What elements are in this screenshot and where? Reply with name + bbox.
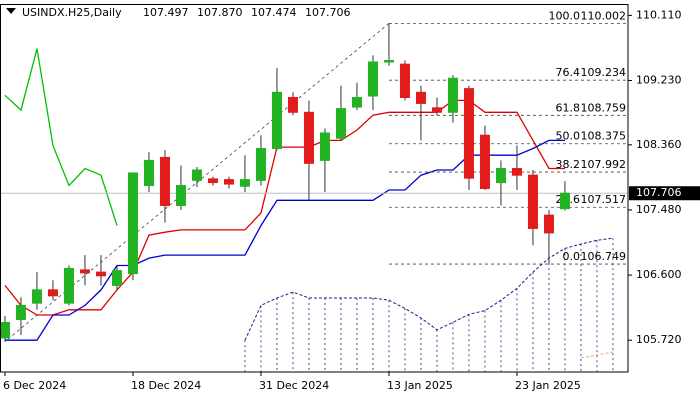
fibo-price-label: 107.992 — [581, 158, 627, 171]
menu-triangle[interactable] — [6, 8, 16, 14]
y-tick-label: 109.230 — [636, 73, 682, 86]
candle-body — [79, 269, 90, 274]
y-tick-label: 108.360 — [636, 138, 682, 151]
fibo-level-label: 100.0 — [549, 9, 581, 22]
indicator-line — [4, 48, 118, 226]
candle-body — [495, 168, 506, 184]
quote-value: 107.706 — [305, 6, 351, 19]
y-tick-label: 106.600 — [636, 268, 682, 281]
candle-body — [287, 96, 298, 113]
candle-body — [63, 267, 74, 304]
candle-body — [543, 214, 554, 234]
fibo-level-label: 76.4 — [556, 66, 581, 79]
candle-body — [0, 321, 10, 339]
x-tick-label: 13 Jan 2025 — [387, 379, 453, 392]
candle-body — [447, 77, 458, 113]
fibo-price-label: 108.375 — [581, 130, 627, 143]
candle-body — [559, 192, 570, 210]
candle-body — [511, 168, 522, 176]
fibo-price-label: 107.517 — [581, 193, 627, 206]
fibo-level-label: 61.8 — [556, 101, 581, 114]
quote-value: 107.497 — [143, 6, 189, 19]
candle-body — [367, 61, 378, 97]
candle-body — [31, 289, 42, 304]
candle-body — [319, 132, 330, 161]
candle-body — [303, 111, 314, 164]
x-tick-label: 31 Dec 2024 — [259, 379, 329, 392]
candle-body — [271, 91, 282, 150]
candle-body — [383, 59, 394, 63]
last-price-label: 107.706 — [636, 186, 682, 199]
x-tick-label: 18 Dec 2024 — [131, 379, 201, 392]
indicator-line — [580, 351, 614, 359]
fibo-price-label: 106.749 — [581, 250, 627, 263]
fibo-level-label: 50.0 — [556, 130, 581, 143]
candle-body — [351, 96, 362, 108]
chart-title: USINDX.H25,Daily — [22, 6, 122, 19]
candle-body — [207, 178, 218, 184]
candle-body — [255, 148, 266, 181]
fibo-price-label: 109.234 — [581, 66, 627, 79]
candle-body — [399, 63, 410, 98]
x-tick-label: 6 Dec 2024 — [3, 379, 66, 392]
candle-body — [111, 270, 122, 286]
y-tick-label: 110.110 — [636, 8, 682, 21]
candle-body — [415, 91, 426, 104]
candle-body — [47, 289, 58, 297]
candle-body — [143, 159, 154, 187]
last-price-box — [629, 186, 700, 201]
y-tick-label: 107.480 — [636, 203, 682, 216]
candle-body — [527, 174, 538, 229]
candle-body — [15, 304, 26, 320]
candle-body — [431, 107, 442, 113]
fibo-level-label: 38.2 — [556, 158, 581, 171]
candle-body — [159, 156, 170, 207]
quote-value: 107.870 — [197, 6, 243, 19]
fibo-price-label: 110.002 — [581, 9, 627, 22]
x-tick-label: 23 Jan 2025 — [515, 379, 581, 392]
y-tick-label: 105.720 — [636, 333, 682, 346]
indicator-line — [244, 237, 614, 341]
candle-body — [479, 134, 490, 189]
plot-frame — [0, 4, 629, 373]
candle-body — [95, 271, 106, 277]
fibo-level-label: 0.0 — [563, 250, 581, 263]
candle-body — [463, 88, 474, 179]
candle-body — [335, 108, 346, 139]
candle-body — [191, 169, 202, 181]
quote-value: 107.474 — [251, 6, 297, 19]
candle-body — [223, 179, 234, 185]
candle-body — [175, 185, 186, 207]
fibo-price-label: 108.759 — [581, 101, 627, 114]
candle-body — [127, 172, 138, 275]
candle-body — [239, 179, 250, 187]
